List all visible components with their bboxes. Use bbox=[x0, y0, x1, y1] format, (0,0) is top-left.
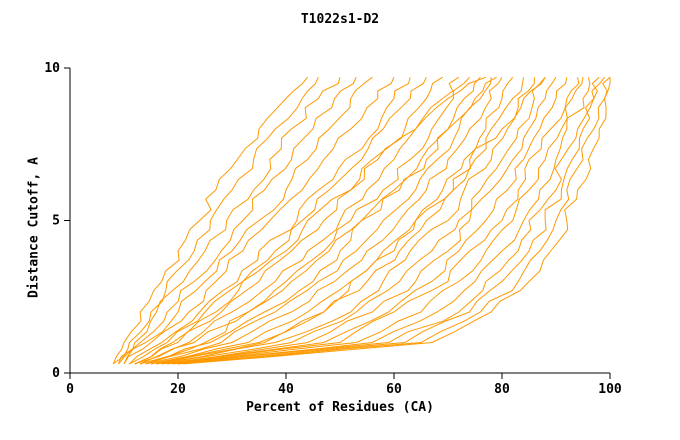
curve-line bbox=[145, 76, 503, 365]
y-tick-label: 5 bbox=[52, 214, 60, 229]
curve-line bbox=[177, 77, 611, 365]
curve-line bbox=[129, 77, 411, 365]
curve-line bbox=[134, 76, 443, 365]
chart-title: T1022s1-D2 bbox=[300, 12, 380, 27]
x-tick-label: 100 bbox=[598, 382, 622, 397]
curve-line bbox=[145, 76, 497, 365]
x-tick-label: 20 bbox=[170, 382, 186, 397]
curve-line bbox=[161, 76, 557, 365]
curve-line bbox=[145, 77, 492, 365]
curve-line bbox=[172, 76, 600, 365]
x-tick-label: 0 bbox=[66, 382, 74, 397]
x-axis-label: Percent of Residues (CA) bbox=[246, 400, 434, 415]
curve-line bbox=[172, 77, 591, 365]
curve-line bbox=[118, 76, 357, 365]
curve-line bbox=[161, 77, 568, 365]
curve-line bbox=[112, 76, 308, 365]
curve-line bbox=[183, 76, 611, 365]
curve-line bbox=[112, 76, 319, 365]
curve-line bbox=[123, 76, 395, 365]
x-tick-label: 60 bbox=[386, 382, 402, 397]
x-tick-label: 40 bbox=[278, 382, 294, 397]
y-axis-label: Distance Cutoff, A bbox=[26, 157, 42, 298]
curve-line bbox=[156, 76, 546, 365]
curve-line bbox=[118, 77, 341, 365]
y-tick-label: 0 bbox=[52, 366, 60, 381]
curve-line bbox=[150, 77, 525, 365]
curve-line bbox=[123, 76, 373, 365]
curve-line bbox=[134, 76, 460, 365]
curve-line bbox=[167, 77, 580, 365]
curve-line bbox=[134, 76, 486, 365]
x-tick-label: 80 bbox=[494, 382, 510, 397]
curve-line bbox=[140, 76, 481, 365]
curve-line bbox=[129, 76, 427, 365]
curve-line bbox=[139, 76, 470, 365]
curve-line bbox=[156, 76, 546, 365]
curve-line bbox=[156, 77, 535, 365]
y-tick-label: 10 bbox=[44, 61, 60, 76]
curve-line bbox=[177, 76, 605, 365]
